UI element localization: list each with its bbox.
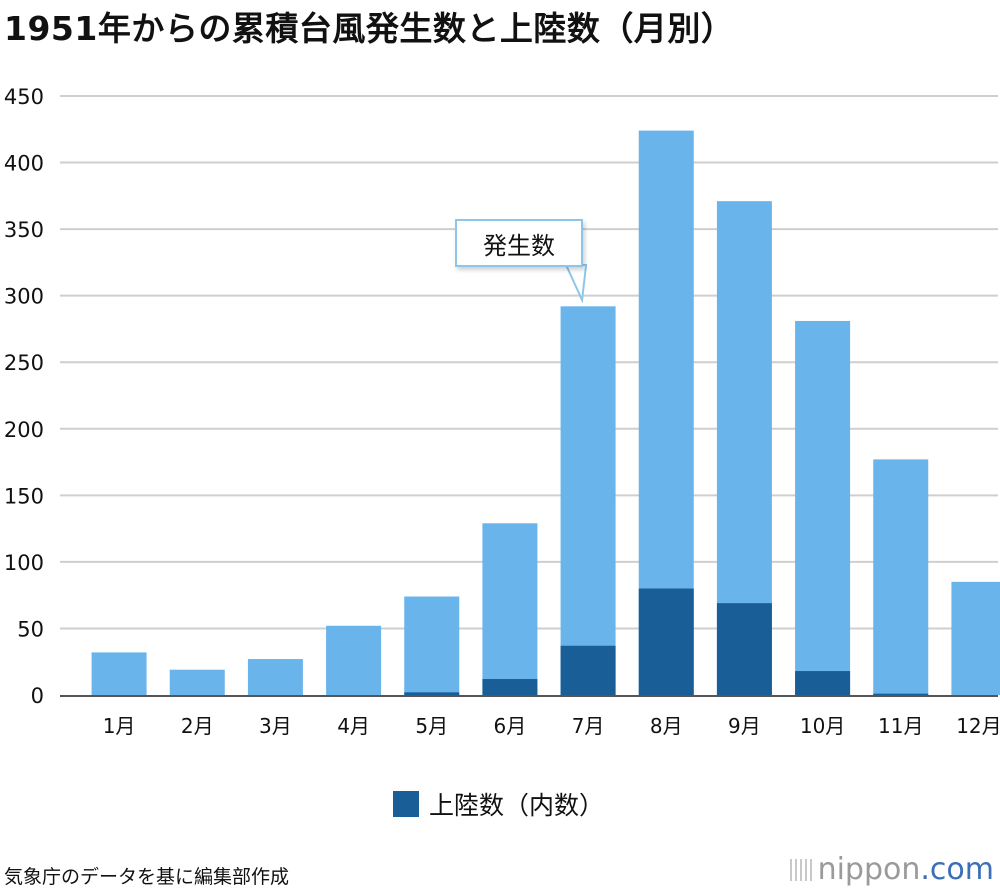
x-tick-label: 5月: [415, 714, 448, 738]
stacked-bar-chart: 0 50 100 150 200 250 300 350 400 450 1月 2月 3月 4月 5月 6月…: [4, 85, 1000, 738]
x-tick-label: 3月: [259, 714, 292, 738]
x-tick-label: 4月: [337, 714, 370, 738]
x-tick-label: 9月: [728, 714, 761, 738]
y-tick-label: 250: [4, 351, 44, 375]
x-tick-label: 8月: [650, 714, 683, 738]
x-tick-label: 12月: [956, 714, 1000, 738]
bar-occurrence: [91, 652, 147, 695]
bar-landfall: [873, 693, 929, 695]
bar-landfall: [404, 692, 460, 695]
x-tick-label: 10月: [800, 714, 845, 738]
y-tick-label: 100: [4, 551, 44, 575]
bar-occurrence: [169, 669, 225, 695]
y-tick-label: 350: [4, 218, 44, 242]
bar-landfall: [638, 588, 694, 695]
y-tick-label: 450: [4, 85, 44, 109]
x-tick-label: 1月: [103, 714, 136, 738]
bar-occurrence: [560, 306, 616, 695]
y-tick-label: 150: [4, 484, 44, 508]
y-tick-label: 0: [31, 684, 44, 708]
brand-name: nippon: [817, 852, 921, 887]
bar-landfall: [716, 603, 772, 695]
legend-swatch-landfall: [393, 791, 419, 817]
annotation-callout: 発生数: [455, 219, 583, 267]
brand-suffix: .com: [920, 852, 994, 887]
bar-landfall: [795, 671, 851, 695]
bar-occurrence: [795, 320, 851, 695]
bar-occurrence: [326, 625, 382, 695]
bar-occurrence: [873, 459, 929, 695]
y-tick-label: 300: [4, 285, 44, 309]
legend-label: 上陸数（内数）: [429, 791, 605, 820]
brand-logo: nippon.com: [789, 852, 994, 887]
bar-landfall: [482, 679, 538, 695]
chart-title: 1951年からの累積台風発生数と上陸数（月別）: [4, 9, 735, 48]
y-tick-label: 200: [4, 418, 44, 442]
bar-occurrence: [482, 523, 538, 695]
y-tick-label: 50: [17, 617, 44, 641]
x-tick-label: 6月: [494, 714, 527, 738]
y-tick-label: 400: [4, 152, 44, 176]
bar-occurrence: [951, 581, 1000, 695]
x-tick-label: 2月: [181, 714, 214, 738]
source-note: 気象庁のデータを基に編集部作成: [4, 866, 290, 888]
bar-occurrence: [404, 596, 460, 695]
brand-bars-icon: [789, 859, 812, 881]
bar-occurrence: [247, 659, 303, 695]
x-tick-label: 11月: [878, 714, 923, 738]
y-axis-ticks: 0 50 100 150 200 250 300 350 400 450: [4, 85, 44, 708]
x-tick-label: 7月: [572, 714, 605, 738]
bars: [91, 130, 1000, 695]
legend: 上陸数（内数）: [393, 786, 604, 822]
x-axis-ticks: 1月 2月 3月 4月 5月 6月 7月 8月 9月 10月 11月 12月: [103, 714, 1000, 738]
bar-landfall: [560, 645, 616, 695]
